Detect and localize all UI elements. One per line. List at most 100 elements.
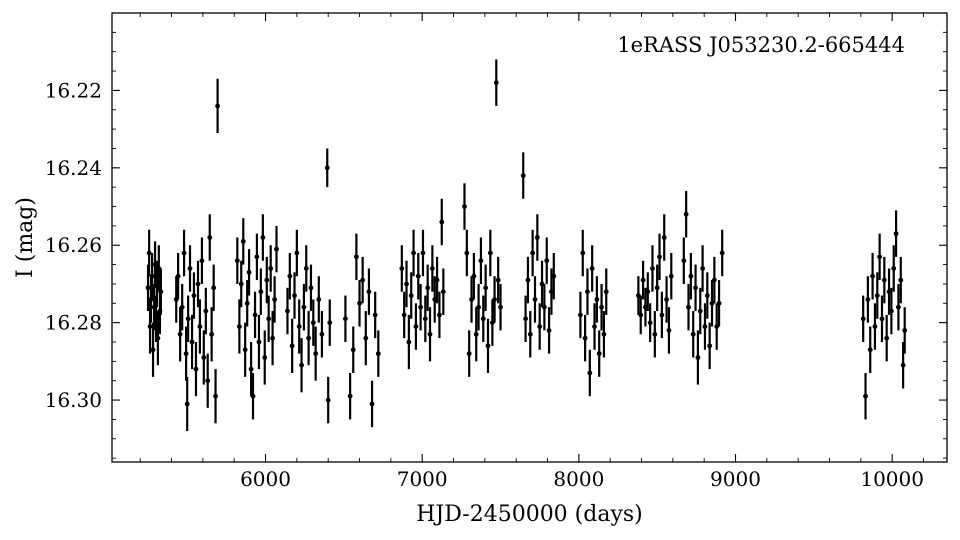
data-point	[292, 272, 297, 319]
data-point	[213, 369, 218, 424]
data-point	[244, 280, 250, 327]
point-marker	[324, 165, 330, 171]
point-marker	[585, 289, 590, 295]
data-point	[546, 307, 552, 354]
point-marker	[902, 327, 908, 333]
point-marker	[404, 281, 409, 287]
data-point	[150, 322, 156, 377]
point-marker	[523, 316, 528, 322]
data-point	[146, 229, 152, 277]
point-marker	[205, 378, 211, 384]
data-point	[480, 295, 486, 343]
data-point	[707, 322, 713, 370]
point-marker	[471, 273, 477, 279]
data-point	[668, 252, 674, 300]
data-point	[525, 256, 531, 304]
point-marker	[184, 401, 190, 407]
point-marker	[661, 235, 667, 240]
point-marker	[289, 343, 295, 349]
data-point	[203, 287, 209, 335]
data-point	[316, 276, 322, 323]
y-tick-label: 16.30	[45, 388, 102, 412]
data-point	[189, 314, 195, 370]
point-marker	[296, 324, 302, 329]
x-tick-labels: 6000 7000 8000 9000 10000	[240, 467, 924, 491]
point-marker	[860, 316, 866, 322]
point-marker	[640, 277, 646, 283]
point-marker	[549, 289, 554, 295]
data-point	[492, 276, 497, 323]
point-marker	[425, 285, 431, 291]
point-marker	[877, 254, 883, 260]
point-marker	[316, 297, 322, 302]
data-point	[471, 252, 477, 300]
point-marker	[709, 300, 715, 306]
y-axis-label: I (mag)	[13, 197, 38, 278]
data-point	[262, 330, 268, 385]
point-marker	[688, 273, 694, 279]
point-marker	[666, 327, 672, 333]
data-point	[638, 295, 644, 335]
data-point	[183, 326, 189, 381]
point-marker	[893, 231, 899, 237]
point-marker	[250, 393, 256, 399]
point-marker	[207, 235, 213, 240]
data-point	[404, 260, 409, 308]
data-point	[464, 229, 470, 277]
point-marker	[432, 297, 438, 302]
data-point	[440, 268, 446, 315]
point-marker	[256, 339, 262, 345]
data-point	[874, 272, 880, 319]
point-marker	[592, 324, 597, 329]
data-point	[695, 330, 701, 385]
point-marker	[301, 304, 307, 310]
point-marker	[215, 103, 220, 109]
x-axis-label: HJD-2450000 (days)	[416, 502, 643, 527]
point-marker	[881, 277, 887, 283]
data-point	[399, 245, 405, 292]
data-point	[158, 268, 164, 315]
point-marker	[434, 277, 440, 283]
point-marker	[898, 277, 904, 283]
point-marker	[238, 281, 244, 287]
data-point	[485, 318, 491, 373]
point-marker	[242, 347, 248, 353]
point-marker	[487, 250, 493, 256]
data-point	[476, 283, 481, 331]
x-tick-label: 8000	[553, 467, 604, 491]
data-point	[666, 307, 672, 354]
data-point	[411, 229, 416, 277]
data-point	[260, 214, 266, 261]
point-marker	[327, 320, 333, 326]
point-marker	[707, 343, 713, 349]
point-marker	[668, 273, 674, 279]
data-point	[709, 280, 715, 327]
x-tick-label: 6000	[240, 467, 291, 491]
point-marker	[647, 320, 653, 326]
point-marker	[266, 316, 272, 322]
data-point	[900, 342, 906, 389]
data-point	[530, 229, 536, 277]
data-point	[324, 148, 330, 188]
point-marker	[440, 289, 446, 295]
point-marker	[372, 312, 378, 318]
data-points	[145, 59, 908, 432]
point-marker	[375, 351, 381, 357]
point-marker	[347, 393, 353, 399]
point-marker	[199, 258, 205, 264]
point-marker	[476, 304, 481, 310]
point-marker	[652, 331, 658, 337]
point-marker	[473, 331, 479, 337]
point-marker	[408, 293, 414, 298]
data-point	[893, 210, 899, 257]
data-point	[250, 372, 256, 420]
point-marker	[179, 304, 185, 310]
data-point	[643, 287, 648, 327]
data-point	[155, 311, 161, 366]
data-point	[580, 229, 586, 277]
point-marker	[462, 204, 467, 209]
point-marker	[211, 285, 217, 291]
point-marker	[645, 289, 651, 295]
y-tick-label: 16.22	[45, 78, 102, 102]
point-marker	[155, 335, 161, 341]
